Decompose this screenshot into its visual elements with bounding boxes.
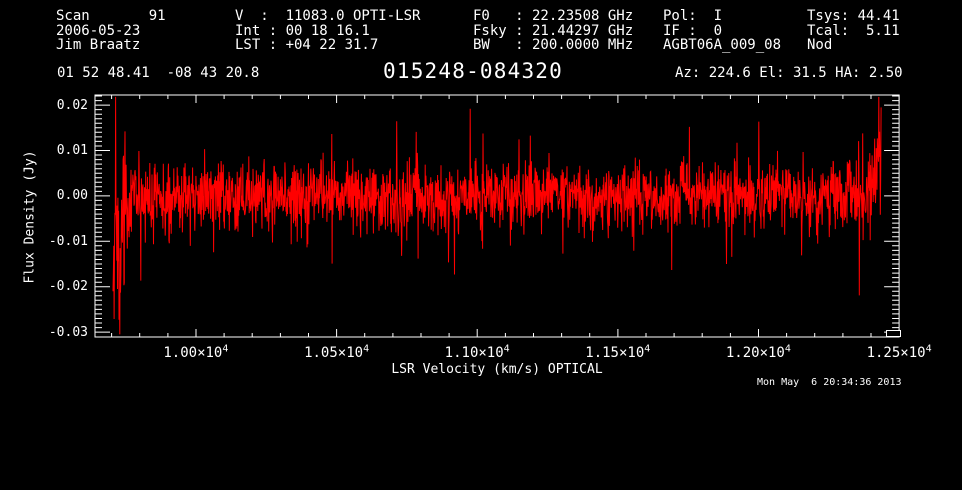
project-field: AGBT06A_009_08 (663, 37, 782, 53)
xtick-base: 1.05×10 (304, 345, 364, 361)
xtick-exponent: 4 (363, 343, 370, 355)
integration-field: Int : 00 18 16.1 (235, 23, 370, 39)
radec-coordinates: 01 52 48.41 -08 43 20.8 (57, 65, 260, 81)
xtick-base: 1.00×10 (163, 345, 223, 361)
ytick-label: 0.02 (56, 97, 88, 113)
date-field: 2006-05-23 (56, 23, 141, 39)
xtick-label: 1.05×104 (292, 343, 382, 361)
xtick-exponent: 4 (925, 343, 932, 355)
tcal-field: Tcal: 5.11 (807, 23, 900, 39)
procedure-field: Nod (807, 37, 833, 53)
lst-field: LST : +04 22 31.7 (235, 37, 379, 53)
xtick-label: 1.20×104 (713, 343, 803, 361)
bw-field: BW : 200.0000 MHz (473, 37, 634, 53)
xtick-label: 1.25×104 (854, 343, 944, 361)
corner-marker-box (886, 330, 901, 337)
pol-field: Pol: I (663, 8, 723, 24)
xtick-base: 1.20×10 (725, 345, 785, 361)
timestamp: Mon May 6 20:34:36 2013 (757, 377, 902, 388)
plot-frame (94, 94, 900, 338)
xtick-exponent: 4 (644, 343, 651, 355)
spectrum-trace (112, 96, 882, 335)
source-title: 015248-084320 (383, 59, 563, 83)
xtick-base: 1.10×10 (444, 345, 504, 361)
xtick-label: 1.00×104 (151, 343, 241, 361)
y-axis-label: Flux Density (Jy) (22, 150, 38, 284)
x-axis-label: LSR Velocity (km/s) OPTICAL (391, 362, 603, 377)
ytick-label: -0.02 (48, 279, 88, 295)
ytick-label: -0.01 (48, 233, 88, 249)
xtick-exponent: 4 (784, 343, 791, 355)
azelha-field: Az: 224.6 El: 31.5 HA: 2.50 (675, 65, 903, 81)
ytick-label: -0.03 (48, 324, 88, 340)
fsky-field: Fsky : 21.44297 GHz (473, 23, 634, 39)
scan-field: Scan 91 (56, 8, 166, 24)
observer-field: Jim Braatz (56, 37, 141, 53)
velocity-field: V : 11083.0 OPTI-LSR (235, 8, 421, 24)
ytick-label: 0.00 (56, 188, 88, 204)
xtick-exponent: 4 (222, 343, 229, 355)
xtick-base: 1.25×10 (866, 345, 926, 361)
axis-ticks (95, 95, 900, 337)
if-field: IF : 0 (663, 23, 723, 39)
tsys-field: Tsys: 44.41 (807, 8, 900, 24)
xtick-label: 1.15×104 (573, 343, 663, 361)
f0-field: F0 : 22.23508 GHz (473, 8, 634, 24)
xtick-exponent: 4 (503, 343, 510, 355)
xtick-base: 1.15×10 (585, 345, 645, 361)
ytick-label: 0.01 (56, 143, 88, 158)
xtick-label: 1.10×104 (432, 343, 522, 361)
